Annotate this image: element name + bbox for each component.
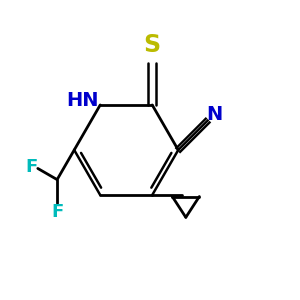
Text: N: N bbox=[206, 104, 222, 124]
Text: HN: HN bbox=[66, 91, 99, 110]
Text: S: S bbox=[144, 33, 161, 57]
Text: F: F bbox=[25, 158, 38, 176]
Text: F: F bbox=[51, 203, 63, 221]
